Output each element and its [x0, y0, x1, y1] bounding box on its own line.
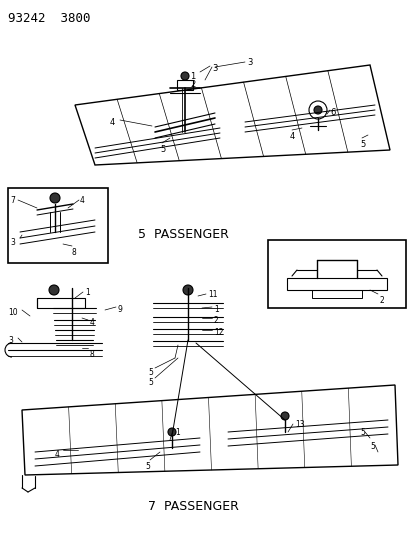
Text: 93242  3800: 93242 3800: [8, 12, 90, 25]
Text: 4: 4: [90, 318, 95, 327]
Text: 2: 2: [190, 80, 195, 89]
Circle shape: [180, 72, 189, 80]
Bar: [37, 298, 85, 308]
Text: 3: 3: [8, 336, 13, 345]
Text: 10: 10: [8, 308, 18, 317]
Bar: [8, 188, 108, 263]
Text: 7: 7: [10, 196, 15, 205]
Circle shape: [183, 285, 192, 295]
Text: 7  PASSENGER: 7 PASSENGER: [147, 500, 238, 513]
Text: 5: 5: [147, 378, 152, 387]
Text: 5: 5: [369, 442, 374, 451]
Text: 3: 3: [211, 64, 217, 73]
Bar: [177, 80, 192, 90]
Text: 4: 4: [110, 118, 115, 127]
Text: 12: 12: [214, 328, 223, 337]
Text: 9: 9: [118, 305, 123, 314]
Circle shape: [50, 193, 60, 203]
Circle shape: [313, 106, 321, 114]
Text: 4: 4: [80, 196, 85, 205]
Circle shape: [168, 428, 176, 436]
Text: 1: 1: [175, 428, 179, 437]
Text: 1: 1: [85, 288, 90, 297]
Text: 5: 5: [359, 428, 364, 437]
Text: 8: 8: [72, 248, 76, 257]
Text: 1: 1: [214, 305, 218, 314]
Text: 2: 2: [379, 296, 384, 305]
Bar: [311, 290, 361, 298]
Text: 5: 5: [145, 462, 150, 471]
Text: 5: 5: [159, 145, 165, 154]
Text: 5: 5: [359, 140, 364, 149]
Text: 3: 3: [247, 58, 252, 67]
Text: 13: 13: [294, 420, 304, 429]
Text: 5  PASSENGER: 5 PASSENGER: [138, 228, 228, 241]
Text: 5: 5: [147, 368, 152, 377]
Bar: [267, 240, 405, 308]
Text: 2: 2: [214, 316, 218, 325]
Text: 1: 1: [190, 72, 195, 81]
Circle shape: [280, 412, 288, 420]
Text: 11: 11: [207, 290, 217, 299]
Text: 6: 6: [329, 108, 335, 117]
Bar: [286, 278, 386, 290]
Text: 4: 4: [289, 132, 294, 141]
Text: 4: 4: [55, 450, 60, 459]
Text: 3: 3: [10, 238, 15, 247]
Text: 8: 8: [90, 350, 95, 359]
Circle shape: [49, 285, 59, 295]
